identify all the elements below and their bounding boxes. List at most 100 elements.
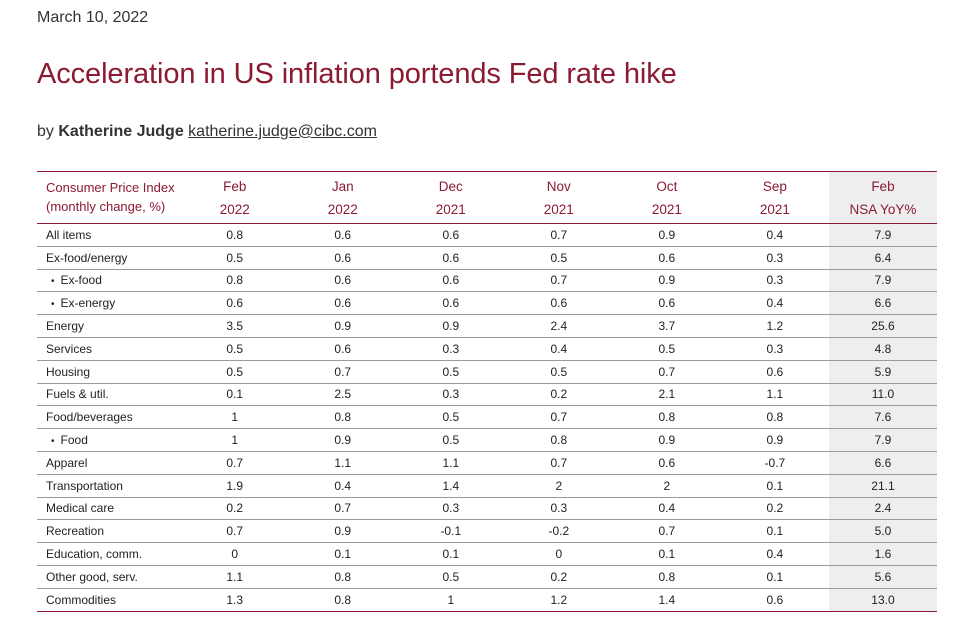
value-cell: 0.1 [612,542,721,566]
col-header-month: Dec [438,179,463,194]
value-cell: 3.5 [180,314,289,338]
value-cell: 3.7 [612,314,721,338]
yoy-value-cell: 1.6 [828,542,937,566]
value-cell: 0 [504,542,613,566]
value-cell: 2.1 [612,383,721,407]
value-cell: 1.1 [180,565,289,589]
table-row: Other good, serv. 1.1 0.8 0.5 0.2 0.8 0.1 5.6 [37,565,937,589]
value-cell: 0.1 [720,519,829,544]
yoy-value-cell: 6.6 [828,291,937,316]
col-header-year: 2022 [219,202,250,217]
value-cell: 0.6 [720,360,829,384]
row-label: Other good, serv. [37,565,181,589]
col-header-yoy: NSA YoY% [849,202,917,217]
col-header-month: Feb [223,179,247,194]
value-cell: 0.1 [180,383,289,407]
value-cell: 1.4 [612,588,721,612]
value-cell: 0.6 [396,223,505,247]
table-row: Food/beverages 1 0.8 0.5 0.7 0.8 0.8 7.6 [37,405,937,430]
value-cell: 0.5 [180,246,289,270]
value-cell: 0.8 [180,223,289,247]
value-cell: 0.8 [180,269,289,293]
table-label-header: Consumer Price Index (monthly change, %) [37,171,181,224]
row-label: Ex-energy [37,291,181,316]
value-cell: -0.7 [720,451,829,475]
value-cell: 0.5 [504,246,613,270]
value-cell: 0.1 [396,542,505,566]
value-cell: 0.9 [288,519,397,544]
value-cell: 0.5 [396,405,505,430]
value-cell: 0.9 [720,428,829,452]
byline-prefix: by [37,123,54,140]
yoy-value-cell: 6.6 [828,451,937,475]
yoy-value-cell: 5.6 [828,565,937,589]
table-row: All items 0.8 0.6 0.6 0.7 0.9 0.4 7.9 [37,223,937,247]
value-cell: 0.7 [288,497,397,521]
row-label: Medical care [37,497,181,521]
row-label: Services [37,337,181,361]
value-cell: 0.7 [504,405,613,430]
yoy-value-cell: 7.9 [828,269,937,293]
value-cell: 0.4 [504,337,613,361]
row-label: Food/beverages [37,405,181,430]
cpi-table: Consumer Price Index (monthly change, %)… [37,171,937,612]
table-row: Medical care 0.2 0.7 0.3 0.3 0.4 0.2 2.4 [37,497,937,521]
value-cell: 0.7 [504,223,613,247]
author-email-link[interactable]: katherine.judge@cibc.com [188,123,377,140]
yoy-value-cell: 21.1 [828,474,937,498]
table-row: Apparel 0.7 1.1 1.1 0.7 0.6 -0.7 6.6 [37,451,937,475]
value-cell: 0.3 [396,383,505,407]
row-label: Food [37,428,181,452]
row-label: Transportation [37,474,181,498]
value-cell: 1.2 [720,314,829,338]
yoy-value-cell: 25.6 [828,314,937,338]
table-body: All items 0.8 0.6 0.6 0.7 0.9 0.4 7.9 Ex-food/en… [37,223,937,612]
row-label: All items [37,223,181,247]
value-cell: 0.3 [504,497,613,521]
value-cell: 0.9 [612,428,721,452]
value-cell: 0.7 [180,451,289,475]
col-header-sep-2021: Sep 2021 [720,171,829,224]
value-cell: 0.6 [612,246,721,270]
col-header-year: 2022 [327,202,358,217]
report-date: March 10, 2022 [37,9,149,26]
col-header-feb-2022: Feb 2022 [180,171,289,224]
row-label: Apparel [37,451,181,475]
value-cell: 0.4 [720,542,829,566]
value-cell: 2 [504,474,613,498]
yoy-value-cell: 7.9 [828,428,937,452]
value-cell: 1.3 [180,588,289,612]
value-cell: 0.6 [288,337,397,361]
value-cell: 0.6 [180,291,289,316]
value-cell: 1 [180,405,289,430]
table-row: Recreation 0.7 0.9 -0.1 -0.2 0.7 0.1 5.0 [37,519,937,544]
value-cell: 0.3 [720,269,829,293]
value-cell: 0.8 [612,565,721,589]
value-cell: 0.5 [612,337,721,361]
value-cell: 0.4 [612,497,721,521]
value-cell: 1.4 [396,474,505,498]
table-row: Housing 0.5 0.7 0.5 0.5 0.7 0.6 5.9 [37,360,937,384]
value-cell: 0.6 [612,451,721,475]
value-cell: 1.1 [396,451,505,475]
yoy-value-cell: 7.9 [828,223,937,247]
yoy-value-cell: 4.8 [828,337,937,361]
value-cell: 0.5 [180,337,289,361]
yoy-value-cell: 5.9 [828,360,937,384]
col-header-nov-2021: Nov 2021 [504,171,613,224]
value-cell: 0.2 [180,497,289,521]
row-label: Education, comm. [37,542,181,566]
value-cell: 0.6 [288,269,397,293]
label-header-line-1: Consumer Price Index [46,180,175,195]
col-header-month: Jan [331,179,354,194]
value-cell: 0.8 [288,565,397,589]
value-cell: 0.9 [612,223,721,247]
value-cell: 0.6 [720,588,829,612]
row-label: Commodities [37,588,181,612]
value-cell: -0.1 [396,519,505,544]
value-cell: 0.6 [396,246,505,270]
value-cell: 0.3 [720,246,829,270]
byline: by Katherine Judge katherine.judge@cibc.… [37,123,377,141]
